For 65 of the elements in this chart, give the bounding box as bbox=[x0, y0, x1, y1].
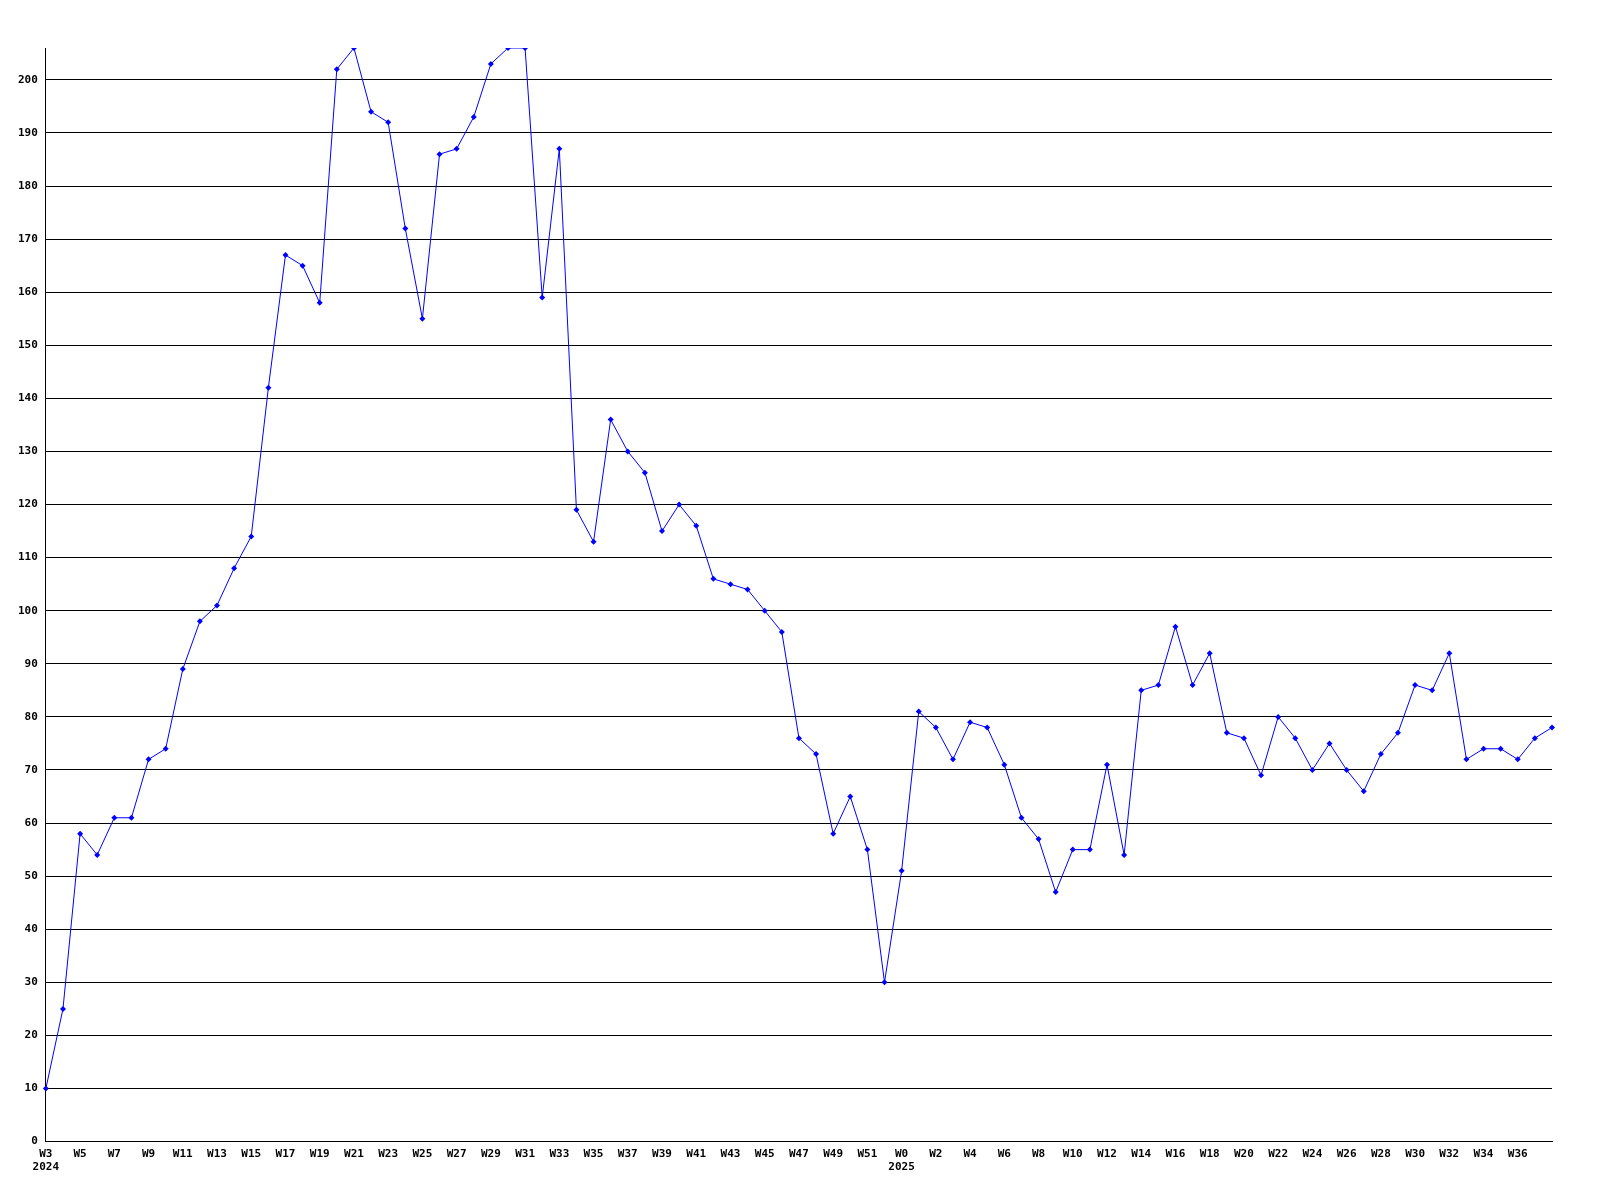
x-tick-label: W27 bbox=[446, 1147, 467, 1161]
x-tick-label: W39 bbox=[652, 1147, 672, 1161]
x-tick-label: W18 bbox=[1199, 1147, 1220, 1161]
x-tick-label: W4 bbox=[963, 1147, 978, 1161]
x-tick-label: W30 bbox=[1405, 1147, 1426, 1161]
y-tick-label: 100 bbox=[17, 603, 38, 617]
x-tick-label: W0 2025 bbox=[888, 1147, 915, 1174]
x-tick-label: W6 bbox=[997, 1147, 1012, 1161]
y-tick-label: 20 bbox=[24, 1028, 38, 1042]
x-tick-label: W41 bbox=[686, 1147, 707, 1161]
y-tick-label: 0 bbox=[31, 1134, 38, 1148]
x-tick-label: W43 bbox=[720, 1147, 741, 1161]
x-tick-label: W3 2024 bbox=[32, 1147, 60, 1174]
y-tick-label: 80 bbox=[24, 709, 38, 723]
x-tick-label: W26 bbox=[1336, 1147, 1357, 1161]
y-tick-label: 170 bbox=[17, 231, 38, 245]
x-tick-label: W35 bbox=[583, 1147, 604, 1161]
x-tick-label: W9 bbox=[141, 1147, 156, 1161]
x-tick-label: W15 bbox=[241, 1147, 262, 1161]
x-tick-label: W23 bbox=[378, 1147, 399, 1161]
x-tick-label: W33 bbox=[549, 1147, 570, 1161]
y-tick-label: 40 bbox=[24, 922, 38, 936]
x-tick-label: W10 bbox=[1062, 1147, 1083, 1161]
x-tick-label: W11 bbox=[172, 1147, 194, 1161]
x-tick-label: W21 bbox=[344, 1147, 365, 1161]
x-tick-label: W22 bbox=[1268, 1147, 1289, 1161]
y-tick-label: 120 bbox=[17, 497, 38, 511]
x-tick-label: W47 bbox=[789, 1147, 809, 1161]
x-tick-label: W49 bbox=[823, 1147, 844, 1161]
x-tick-label: W12 bbox=[1097, 1147, 1117, 1161]
x-tick-label: W14 bbox=[1131, 1147, 1152, 1161]
y-tick-label: 50 bbox=[24, 869, 38, 883]
x-tick-label: W7 bbox=[107, 1147, 121, 1161]
x-tick-label: W24 bbox=[1302, 1147, 1323, 1161]
y-tick-label: 110 bbox=[17, 550, 38, 564]
y-tick-label: 200 bbox=[17, 72, 38, 86]
x-tick-label: W34 bbox=[1473, 1147, 1494, 1161]
x-tick-label: W51 bbox=[857, 1147, 878, 1161]
y-tick-label: 90 bbox=[24, 656, 38, 670]
y-tick-label: 150 bbox=[17, 338, 38, 352]
y-tick-label: 130 bbox=[17, 444, 38, 458]
y-tick-label: 190 bbox=[17, 125, 38, 139]
y-tick-label: 70 bbox=[24, 762, 38, 776]
y-tick-label: 180 bbox=[17, 178, 38, 192]
x-tick-label: W13 bbox=[207, 1147, 227, 1161]
x-tick-label: W5 bbox=[73, 1147, 87, 1161]
x-tick-label: W45 bbox=[754, 1147, 775, 1161]
x-tick-label: W29 bbox=[480, 1147, 501, 1161]
x-tick-label: W36 bbox=[1507, 1147, 1529, 1161]
x-tick-label: W37 bbox=[617, 1147, 638, 1161]
y-tick-label: 140 bbox=[17, 391, 38, 405]
x-tick-label: W28 bbox=[1370, 1147, 1391, 1161]
y-tick-label: 160 bbox=[17, 285, 38, 299]
x-tick-label: W8 bbox=[1031, 1147, 1046, 1161]
x-tick-label: W31 bbox=[515, 1147, 536, 1161]
y-tick-label: 30 bbox=[24, 975, 38, 989]
x-tick-label: W17 bbox=[275, 1147, 296, 1161]
y-tick-label: 60 bbox=[24, 815, 38, 829]
x-tick-label: W25 bbox=[412, 1147, 433, 1161]
x-tick-label: W20 bbox=[1233, 1147, 1254, 1161]
x-tick-label: W16 bbox=[1165, 1147, 1186, 1161]
x-tick-label: W2 bbox=[929, 1147, 943, 1161]
y-tick-label: 10 bbox=[24, 1081, 38, 1095]
x-tick-label: W32 bbox=[1439, 1147, 1460, 1161]
x-tick-label: W19 bbox=[309, 1147, 330, 1161]
